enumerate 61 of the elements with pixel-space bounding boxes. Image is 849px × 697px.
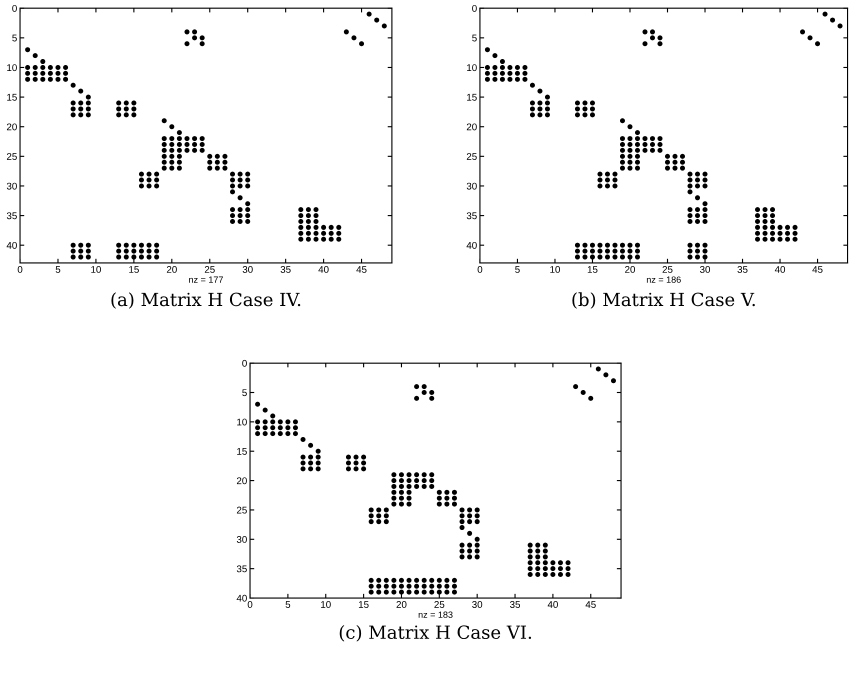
x-tick-label: 10	[550, 266, 560, 273]
x-tick-label: 20	[166, 266, 177, 273]
y-tick-label: 25	[6, 153, 17, 160]
y-tick-label: 0	[12, 4, 17, 12]
y-tick-label: 25	[236, 506, 247, 514]
x-tick-label: 15	[588, 266, 598, 273]
x-tick-label: 25	[434, 601, 444, 608]
y-tick-label: 40	[466, 242, 477, 249]
x-tick-label: 45	[586, 601, 596, 608]
y-tick-label: 35	[6, 212, 17, 220]
y-tick-label: 5	[242, 389, 247, 396]
y-tick-label: 20	[236, 477, 247, 484]
x-tick-label: 5	[286, 601, 290, 608]
y-tick-label: 30	[466, 182, 477, 190]
x-tick-label: 25	[662, 266, 672, 273]
y-tick-label: 35	[236, 565, 247, 572]
x-axis-title: nz = 183	[418, 611, 453, 618]
y-tick-label: 15	[237, 448, 247, 455]
x-axis-title: nz = 186	[646, 276, 681, 283]
y-tick-label: 0	[242, 360, 247, 367]
y-tick-label: 10	[467, 64, 477, 72]
x-tick-label: 20	[396, 601, 406, 608]
x-tick-label: 10	[91, 266, 101, 273]
y-tick-label: 20	[6, 123, 17, 130]
x-tick-label: 0	[248, 601, 252, 608]
text: (c) Matrix H Case VI.	[340, 625, 532, 642]
x-tick-label: 5	[56, 266, 60, 273]
x-tick-label: 45	[812, 266, 823, 273]
y-tick-label: 5	[12, 34, 17, 42]
text: (a) Matrix H Case IV.	[111, 292, 300, 309]
x-tick-label: 35	[737, 266, 748, 273]
x-tick-label: 40	[548, 601, 558, 608]
x-tick-label: 15	[358, 601, 369, 608]
x-tick-label: 35	[510, 601, 520, 608]
x-tick-label: 5	[515, 266, 520, 273]
y-tick-label: 10	[7, 64, 17, 72]
y-tick-label: 10	[237, 418, 247, 426]
y-tick-label: 30	[236, 536, 247, 543]
x-axis-title: nz = 177	[189, 276, 223, 283]
x-tick-label: 25	[204, 266, 215, 273]
x-tick-label: 30	[700, 266, 710, 273]
x-tick-label: 40	[774, 266, 786, 273]
x-tick-label: 10	[321, 601, 331, 608]
x-tick-label: 45	[356, 266, 367, 273]
y-tick-label: 30	[6, 182, 17, 190]
x-tick-label: 40	[318, 266, 329, 273]
y-tick-label: 5	[472, 34, 477, 42]
x-tick-label: 35	[280, 266, 291, 273]
y-tick-label: 15	[7, 94, 17, 101]
x-tick-label: 15	[129, 266, 139, 273]
y-tick-label: 40	[236, 594, 247, 602]
x-tick-label: 0	[478, 266, 482, 273]
x-tick-label: 0	[18, 266, 22, 273]
y-tick-label: 20	[466, 123, 477, 130]
y-tick-label: 25	[466, 153, 477, 160]
y-tick-label: 15	[467, 94, 477, 101]
y-tick-label: 40	[6, 242, 17, 249]
text: (b) Matrix H Case V.	[572, 292, 755, 309]
y-tick-label: 35	[466, 212, 477, 220]
y-tick-label: 0	[472, 4, 477, 12]
x-tick-label: 20	[625, 266, 636, 273]
